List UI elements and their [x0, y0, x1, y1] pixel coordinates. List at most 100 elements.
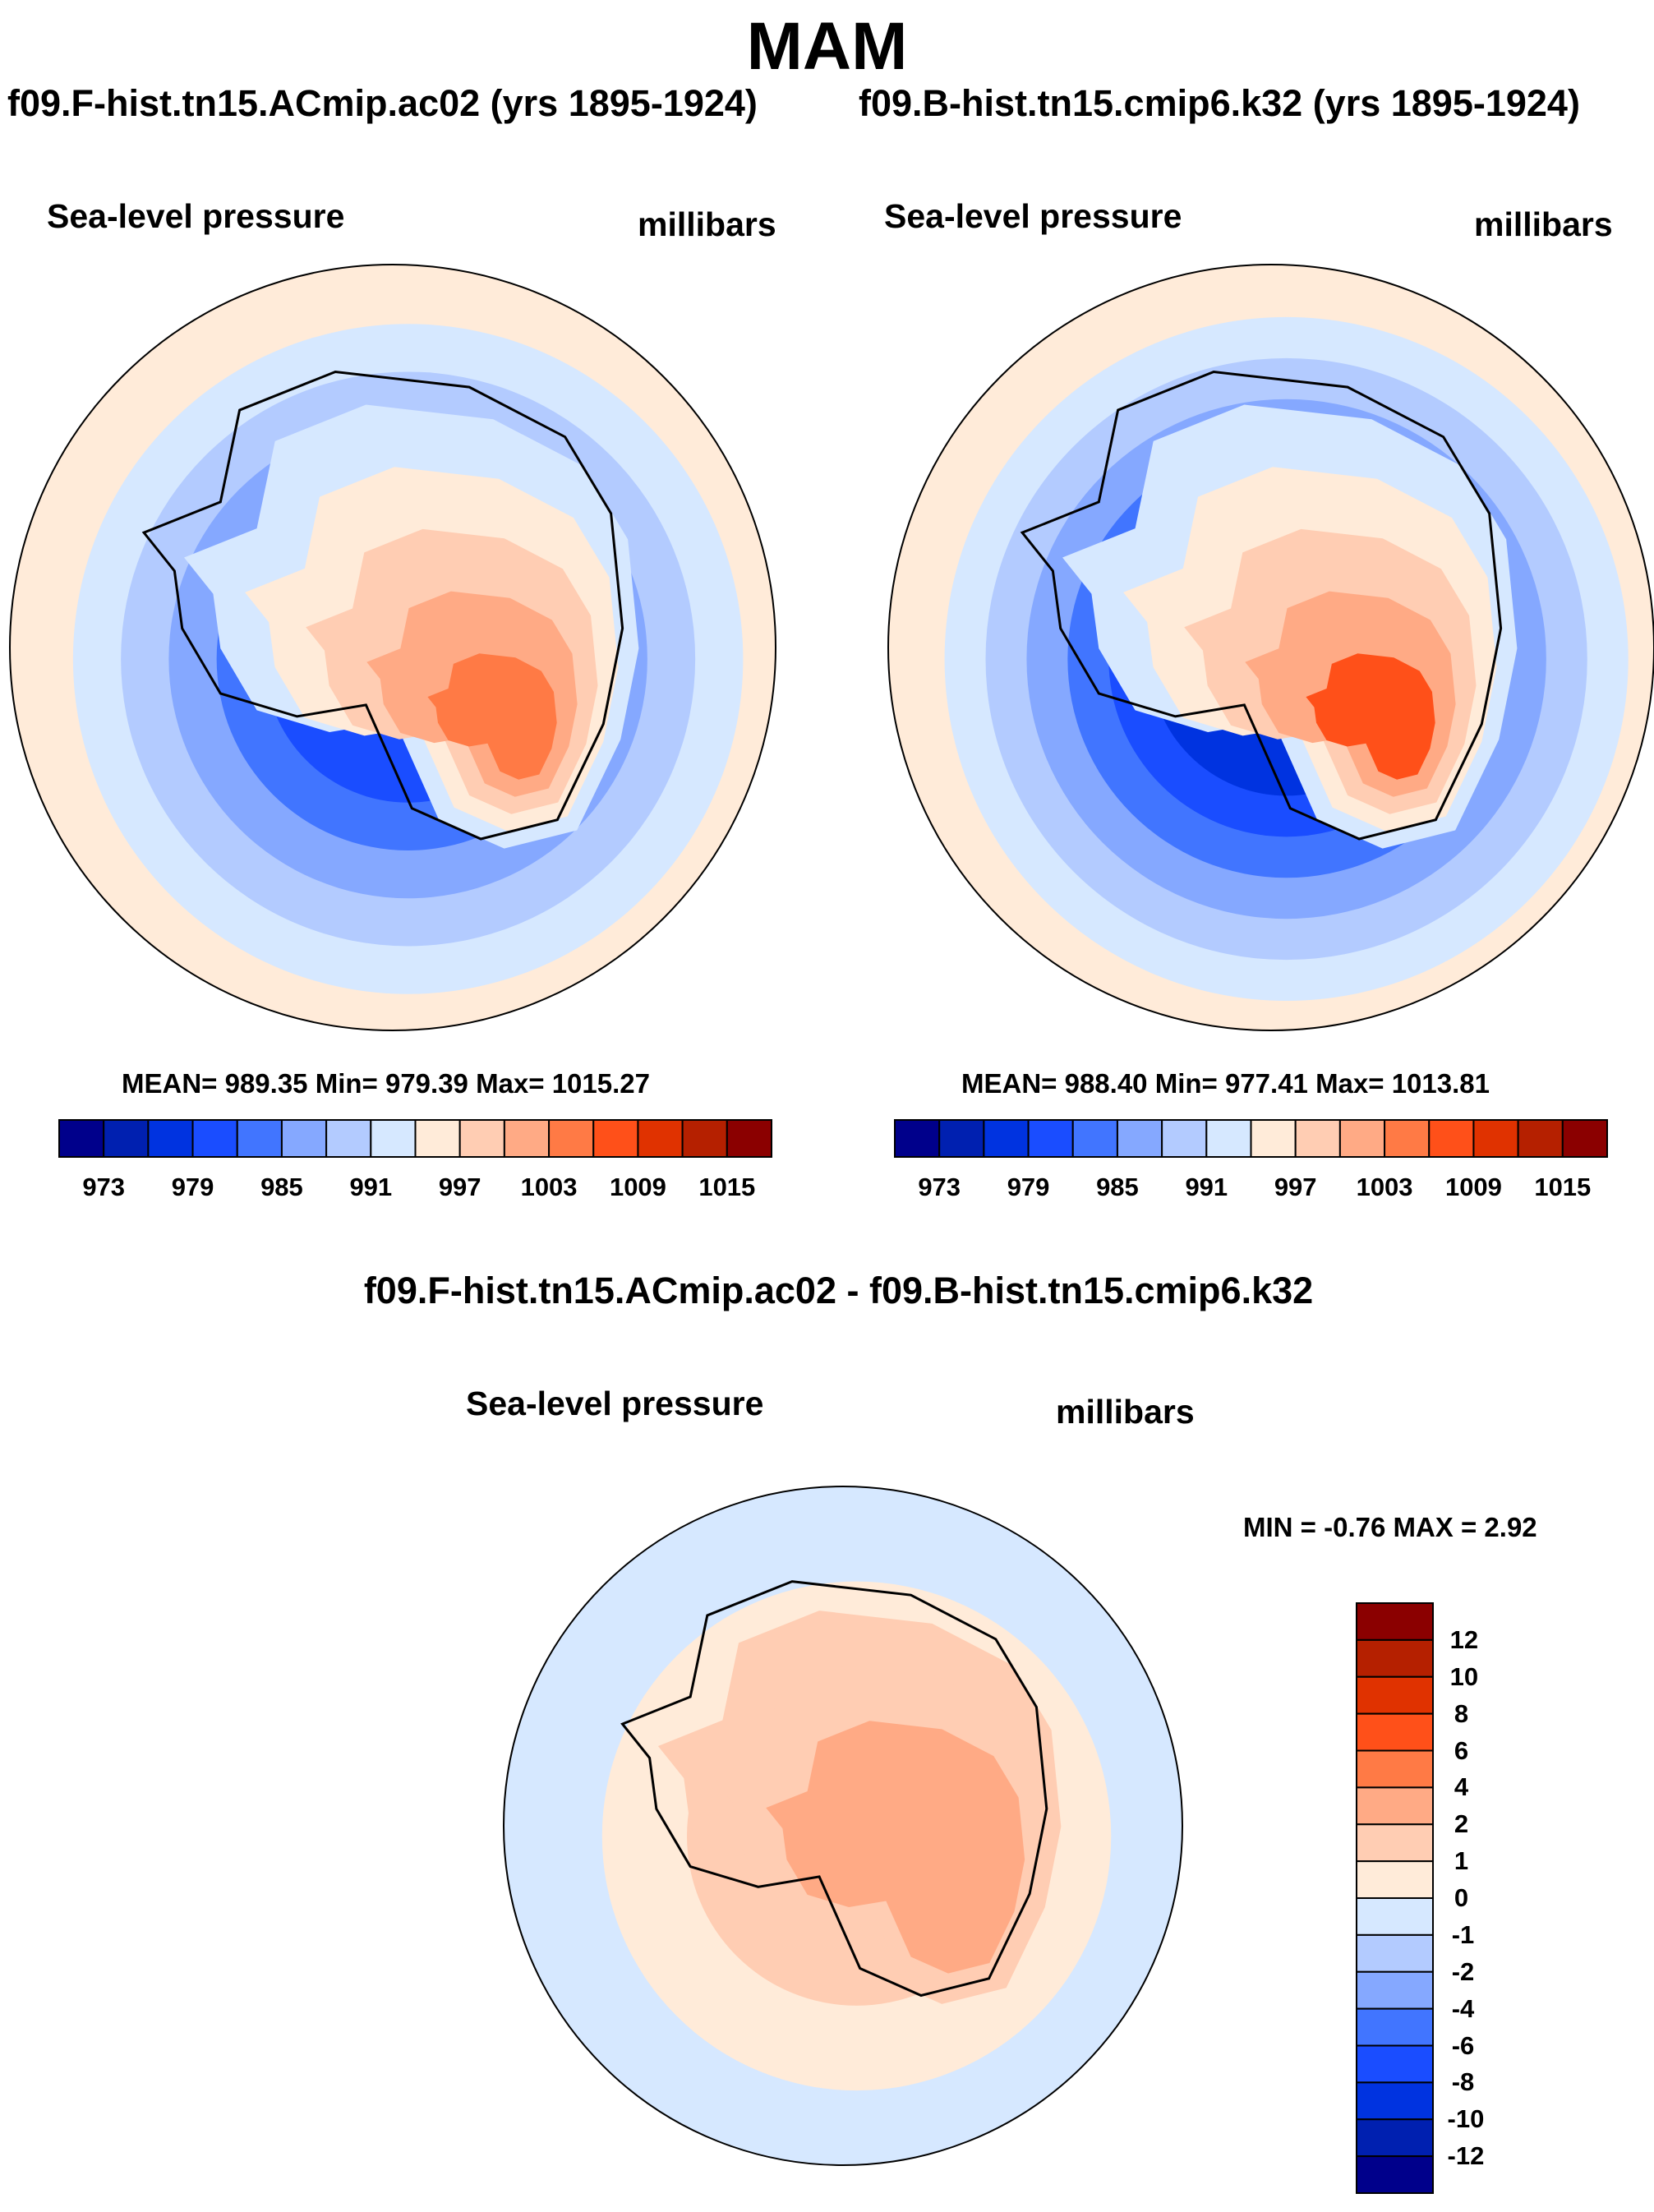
map-border: [887, 264, 1654, 1031]
colorbar-box: [1356, 1860, 1434, 1899]
colorbar-tick-label: 1003: [1356, 1173, 1413, 1201]
colorbar-box: [147, 1119, 194, 1158]
colorbar-tick-label: 1015: [698, 1173, 756, 1201]
colorbar-box: [1356, 2155, 1434, 2194]
colorbar-box: [280, 1119, 328, 1158]
colorbar-box: [592, 1119, 639, 1158]
panel1-units-label: millibars: [638, 205, 776, 243]
colorbar-box: [726, 1119, 772, 1158]
colorbar-box: [1356, 2007, 1434, 2047]
colorbar-box: [503, 1119, 551, 1158]
panel2-units-label: millibars: [1474, 205, 1613, 243]
colorbar-box: [325, 1119, 372, 1158]
colorbar-box: [103, 1119, 150, 1158]
colorbar-tick-label: -8: [1451, 2067, 1475, 2097]
colorbar-box: [458, 1119, 505, 1158]
colorbar-box: [1338, 1119, 1386, 1158]
colorbar-box: [1356, 1786, 1434, 1826]
colorbar-box: [1356, 1823, 1434, 1863]
colorbar-tick-label: 10: [1449, 1661, 1479, 1691]
colorbar-tick-label: 985: [260, 1173, 303, 1201]
colorbar-box: [1116, 1119, 1163, 1158]
colorbar-tick-label: 973: [918, 1173, 961, 1201]
panel2-title: f09.B-hist.tn15.cmip6.k32 (yrs 1895-1924…: [859, 82, 1580, 124]
contour-fill: [766, 1721, 1025, 1974]
colorbar-box: [1356, 1602, 1434, 1641]
colorbar-box: [1071, 1119, 1118, 1158]
colorbar-box: [1517, 1119, 1564, 1158]
colorbar-tick-label: 979: [171, 1173, 214, 1201]
colorbar-box: [1356, 1675, 1434, 1715]
colorbar-tick-label: 1009: [1444, 1173, 1502, 1201]
polar-map-1: [9, 264, 776, 1031]
colorbar-box: [58, 1119, 105, 1158]
colorbar-tick-label: 1003: [520, 1173, 578, 1201]
colorbar-box: [1356, 2081, 1434, 2121]
colorbar-box: [1472, 1119, 1519, 1158]
panel3-stats: MIN = -0.76 MAX = 2.92: [1243, 1512, 1537, 1542]
colorbar-tick-label: -4: [1451, 1993, 1475, 2023]
colorbar-box: [370, 1119, 417, 1158]
colorbar-box: [1356, 2118, 1434, 2158]
colorbar-box: [894, 1119, 941, 1158]
colorbar-tick-label: 997: [1274, 1173, 1317, 1201]
colorbar-tick-label: 979: [1007, 1173, 1050, 1201]
colorbar-tick-label: 2: [1454, 1809, 1469, 1839]
colorbar-tick-label: 985: [1096, 1173, 1139, 1201]
colorbar-tick-label: -6: [1451, 2030, 1475, 2060]
colorbar-box: [1356, 1897, 1434, 1936]
colorbar-box: [236, 1119, 283, 1158]
colorbar-box: [1356, 1970, 1434, 2010]
colorbar-box: [983, 1119, 1030, 1158]
colorbar-box: [1356, 1749, 1434, 1789]
colorbar-tick-label: 12: [1449, 1624, 1479, 1654]
map-border: [9, 264, 776, 1031]
colorbar-tick-label: 973: [82, 1173, 126, 1201]
colorbar-box: [414, 1119, 461, 1158]
colorbar-box: [1250, 1119, 1297, 1158]
colorbar-tick-label: 4: [1454, 1772, 1469, 1802]
colorbar-box: [548, 1119, 595, 1158]
colorbar-box: [1205, 1119, 1252, 1158]
colorbar-box: [938, 1119, 985, 1158]
colorbar-box: [1561, 1119, 1608, 1158]
colorbar-tick-label: 6: [1454, 1735, 1469, 1765]
colorbar-box: [1384, 1119, 1431, 1158]
colorbar-box: [191, 1119, 238, 1158]
colorbar-tick-label: 0: [1454, 1883, 1469, 1912]
panel2-stats: MEAN= 988.40 Min= 977.41 Max= 1013.81: [961, 1068, 1490, 1099]
colorbar-tick-label: 1: [1454, 1846, 1469, 1876]
colorbar-tick-label: 1009: [609, 1173, 666, 1201]
coastline: [141, 370, 624, 841]
panel3-variable-label: Sea-level pressure: [466, 1385, 764, 1422]
difference-title: f09.F-hist.tn15.ACmip.ac02 - f09.B-hist.…: [363, 1270, 1314, 1311]
polar-map-2: [887, 264, 1654, 1031]
main-title: MAM: [746, 9, 908, 84]
contour-fill: [427, 653, 557, 780]
colorbar-box: [637, 1119, 684, 1158]
colorbar-tick-label: 8: [1454, 1698, 1469, 1728]
panel3-units-label: millibars: [1056, 1393, 1195, 1431]
colorbar-box: [1356, 1712, 1434, 1752]
colorbar-box: [681, 1119, 728, 1158]
colorbar-box: [1356, 1933, 1434, 1973]
colorbar-tick-label: -2: [1451, 1956, 1475, 1986]
coastline: [620, 1580, 1048, 1998]
contour-fill: [1306, 653, 1435, 780]
colorbar-tick-label: 991: [349, 1173, 393, 1201]
colorbar-box: [1161, 1119, 1208, 1158]
colorbar-box: [1356, 1638, 1434, 1678]
colorbar-tick-label: 991: [1185, 1173, 1228, 1201]
colorbar-box: [1027, 1119, 1074, 1158]
colorbar-tick-label: -1: [1451, 1919, 1475, 1949]
map-border: [503, 1486, 1183, 2166]
panel1-stats: MEAN= 989.35 Min= 979.39 Max= 1015.27: [122, 1068, 650, 1099]
colorbar-tick-label: 997: [438, 1173, 481, 1201]
colorbar-tick-label: 1015: [1534, 1173, 1592, 1201]
panel2-variable-label: Sea-level pressure: [884, 197, 1182, 235]
colorbar-box: [1294, 1119, 1341, 1158]
polar-map-3: [503, 1486, 1183, 2166]
colorbar-box: [1356, 2044, 1434, 2084]
colorbar-box: [1428, 1119, 1475, 1158]
